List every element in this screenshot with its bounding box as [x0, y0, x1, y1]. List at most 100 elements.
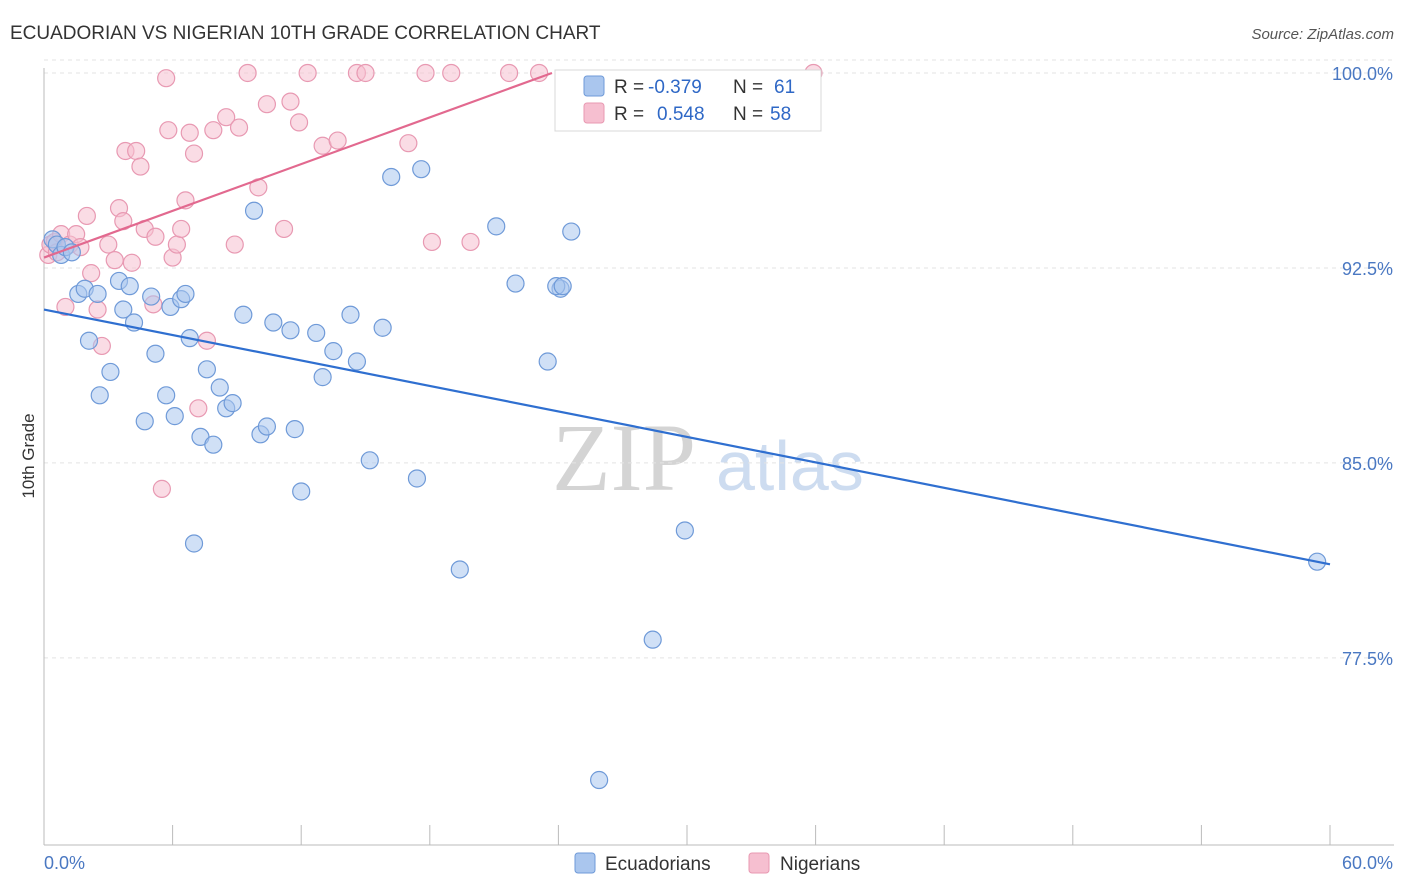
point-nigerians	[500, 63, 519, 83]
point-nigerians	[105, 251, 124, 270]
point-ecuadorians	[643, 630, 662, 649]
trend-line-ecuadorians	[43, 308, 1331, 566]
point-ecuadorians	[324, 342, 343, 361]
point-nigerians	[274, 219, 294, 239]
legend-n-label-ecuadorians: N =	[733, 77, 763, 98]
point-ecuadorians	[450, 560, 469, 579]
y-tick-label: 92.5%	[1342, 259, 1393, 279]
point-ecuadorians	[590, 770, 609, 790]
point-nigerians	[88, 300, 107, 319]
point-nigerians	[416, 63, 435, 83]
point-nigerians	[257, 95, 277, 114]
y-tick-label: 77.5%	[1342, 649, 1393, 669]
point-nigerians	[180, 123, 199, 142]
point-ecuadorians	[146, 344, 165, 363]
point-nigerians	[442, 63, 461, 83]
point-ecuadorians	[135, 412, 154, 431]
legend-r-label-nigerians: R =	[614, 104, 644, 125]
point-nigerians	[298, 63, 317, 83]
point-ecuadorians	[264, 313, 283, 332]
point-ecuadorians	[234, 305, 253, 324]
point-nigerians	[77, 206, 96, 226]
trend-line-nigerians	[43, 71, 553, 259]
point-nigerians	[82, 264, 101, 283]
point-nigerians	[229, 118, 249, 137]
x-tick-label: 0.0%	[44, 853, 85, 873]
point-ecuadorians	[285, 420, 304, 439]
point-nigerians	[127, 141, 146, 161]
point-ecuadorians	[347, 352, 367, 371]
point-nigerians	[131, 157, 150, 176]
trend-lines	[43, 71, 1331, 566]
point-nigerians	[122, 253, 141, 272]
point-ecuadorians	[412, 160, 431, 179]
y-tick-label: 100.0%	[1332, 64, 1393, 84]
point-ecuadorians	[313, 368, 332, 387]
point-ecuadorians	[184, 534, 204, 553]
point-nigerians	[356, 63, 375, 83]
point-ecuadorians	[79, 331, 99, 350]
point-nigerians	[184, 144, 204, 163]
x-tick-label: 60.0%	[1342, 853, 1393, 873]
point-ecuadorians	[360, 451, 379, 470]
point-ecuadorians	[244, 201, 264, 220]
point-nigerians	[157, 69, 176, 88]
y-tick-label: 85.0%	[1342, 454, 1393, 474]
point-ecuadorians	[197, 360, 216, 379]
point-ecuadorians	[165, 407, 184, 426]
point-nigerians	[225, 235, 244, 254]
point-ecuadorians	[157, 386, 176, 405]
bottom-legend: Ecuadorians Nigerians	[574, 852, 860, 875]
bottom-legend-swatch-nigerians	[748, 852, 770, 874]
watermark-atlas: atlas	[716, 427, 864, 505]
y-axis-label: 10th Grade	[19, 413, 38, 498]
stats-legend: R = -0.379 N = 61 R = 0.548 N = 58	[554, 69, 822, 132]
point-ecuadorians	[101, 362, 120, 382]
point-ecuadorians	[407, 469, 427, 488]
point-ecuadorians	[553, 277, 572, 296]
point-nigerians	[399, 134, 418, 153]
point-ecuadorians	[223, 394, 242, 413]
point-nigerians	[99, 235, 118, 254]
point-ecuadorians	[307, 323, 326, 343]
point-nigerians	[152, 479, 171, 498]
point-ecuadorians	[88, 284, 107, 304]
legend-r-label-ecuadorians: R =	[614, 77, 644, 98]
point-ecuadorians	[675, 521, 694, 540]
point-ecuadorians	[341, 305, 360, 324]
point-nigerians	[281, 92, 300, 111]
point-nigerians	[461, 232, 480, 252]
point-ecuadorians	[142, 287, 161, 306]
bottom-legend-label-ecuadorians: Ecuadorians	[605, 854, 711, 875]
point-nigerians	[146, 227, 165, 246]
point-nigerians	[56, 297, 75, 317]
point-ecuadorians	[373, 318, 392, 337]
legend-n-value-ecuadorians: 61	[774, 77, 795, 98]
point-nigerians	[172, 219, 191, 239]
point-nigerians	[189, 399, 208, 418]
point-nigerians	[167, 235, 186, 254]
tick-labels: 77.5% 85.0% 92.5% 100.0% 0.0% 60.0%	[44, 64, 1393, 873]
point-ecuadorians	[281, 321, 300, 340]
axes	[43, 68, 1394, 846]
point-nigerians	[159, 121, 178, 140]
point-ecuadorians	[176, 284, 195, 304]
legend-swatch-ecuadorians	[583, 75, 605, 97]
gridlines	[44, 59, 1394, 659]
point-ecuadorians	[204, 435, 223, 454]
point-ecuadorians	[120, 277, 139, 296]
chart-title: ECUADORIAN VS NIGERIAN 10TH GRADE CORREL…	[10, 23, 601, 44]
source-note: Source: ZipAtlas.com	[1251, 26, 1394, 43]
point-ecuadorians	[562, 222, 581, 241]
legend-swatch-nigerians	[583, 102, 605, 124]
point-ecuadorians	[382, 167, 401, 187]
watermark-zip: ZIP	[552, 404, 696, 511]
point-ecuadorians	[257, 417, 277, 436]
point-ecuadorians	[538, 352, 557, 371]
bottom-legend-label-nigerians: Nigerians	[780, 854, 860, 875]
legend-r-value-nigerians: 0.548	[657, 104, 705, 125]
point-ecuadorians	[114, 300, 133, 319]
point-nigerians	[289, 113, 309, 132]
point-nigerians	[422, 232, 442, 252]
